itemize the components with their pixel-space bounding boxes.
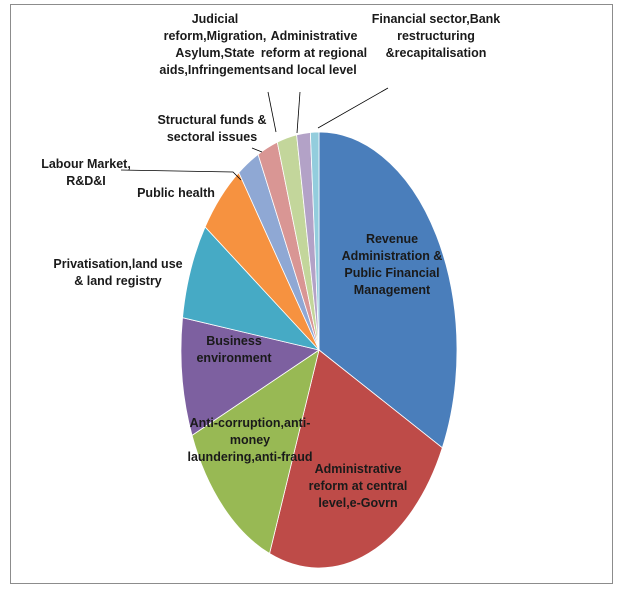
slice-label-anti_corruption: Anti-corruption,anti-money laundering,ant… xyxy=(188,416,313,464)
slice-label-line: Management xyxy=(354,283,431,297)
slice-label-line: laundering,anti-fraud xyxy=(188,450,313,464)
slice-label-admin_central: Administrative reform at central level,e-G… xyxy=(309,462,408,510)
slice-label-line: R&D&I xyxy=(66,174,106,188)
pie-slice-business xyxy=(180,317,320,437)
slice-label-line: and local level xyxy=(271,63,356,77)
slice-label-admin_regional: Administrative reform at regional and loca… xyxy=(261,29,367,77)
slice-label-line: Revenue xyxy=(366,232,418,246)
slice-label-line: level,e-Govrn xyxy=(318,496,397,510)
slice-label-line: environment xyxy=(196,351,272,365)
slice-label-line: Administrative xyxy=(271,29,358,43)
chart-frame xyxy=(10,4,613,584)
slice-label-line: Anti-corruption,anti- xyxy=(190,416,311,430)
slice-label-line: reform at central xyxy=(309,479,408,493)
slice-label-line: Public health xyxy=(137,186,215,200)
slice-label-privatisation: Privatisation,land use & land registry xyxy=(53,257,182,288)
slice-label-financial: Financial sector,Bank restructuring &recap… xyxy=(372,12,501,60)
slice-label-business: Business environment xyxy=(196,334,272,365)
leader-line-labour xyxy=(120,169,242,181)
slice-label-line: Asylum,State xyxy=(175,46,254,60)
slice-label-revenue: Revenue Administration & Public Financial M… xyxy=(342,232,443,297)
slice-label-line: Labour Market, xyxy=(41,157,131,171)
slice-label-line: Business xyxy=(206,334,262,348)
slice-label-line: Administration & xyxy=(342,249,443,263)
slice-label-public_health: Public health xyxy=(137,186,215,200)
slice-label-line: & land registry xyxy=(74,274,162,288)
slice-label-line: Judicial xyxy=(192,12,239,26)
slice-label-labour: Labour Market, R&D&I xyxy=(41,157,131,188)
leader-line-judicial xyxy=(267,91,277,133)
slice-label-line: reform,Migration, xyxy=(164,29,267,43)
pie-slice-admin_central xyxy=(269,349,443,569)
slice-label-line: restructuring xyxy=(397,29,475,43)
slice-label-line: Financial sector,Bank xyxy=(372,12,501,26)
pie-slice-revenue xyxy=(318,131,458,449)
pie-slice-financial xyxy=(309,131,320,351)
slice-label-line: &recapitalisation xyxy=(386,46,487,60)
slice-label-line: sectoral issues xyxy=(167,130,257,144)
slice-label-judicial: Judicial reform,Migration, Asylum,State aid… xyxy=(159,12,270,77)
slice-label-line: money xyxy=(230,433,270,447)
slice-label-line: Privatisation,land use xyxy=(53,257,182,271)
slice-label-line: Administrative xyxy=(315,462,402,476)
leader-line-financial xyxy=(317,87,389,129)
slice-label-line: aids,Infringements xyxy=(159,63,270,77)
leader-line-admin_regional xyxy=(296,91,301,134)
slice-label-line: reform at regional xyxy=(261,46,367,60)
slice-label-structural: Structural funds & sectoral issues xyxy=(157,113,266,144)
pie-slice-anti_corruption xyxy=(191,349,320,555)
slice-label-line: Public Financial xyxy=(344,266,439,280)
slice-label-line: Structural funds & xyxy=(157,113,266,127)
leader-line-structural xyxy=(251,147,263,153)
